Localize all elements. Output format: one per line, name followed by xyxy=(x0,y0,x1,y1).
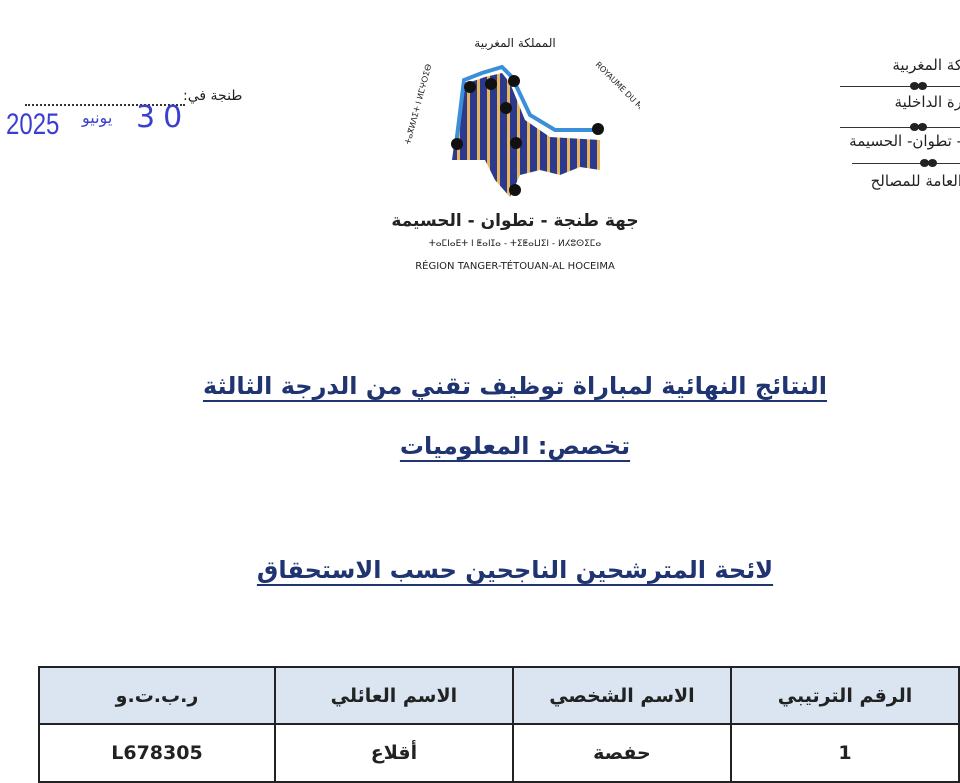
divider-ornament xyxy=(910,123,928,131)
letterhead-line: - تطوان- الحسيمة xyxy=(849,132,960,150)
cell-rank: 1 xyxy=(729,723,960,783)
divider xyxy=(852,163,960,164)
logo-tifinagh-arc: ⵜⴰⴳⵍⴷⵉⵜ ⵏ ⵍⵎⵖⵔⵉⴱ xyxy=(403,63,433,146)
header-id-number: ر.ب.ت.و xyxy=(38,666,276,725)
logo-region-fr: RÉGION TANGER-TÉTOUAN-AL HOCEIMA xyxy=(415,261,615,272)
results-table: الرقم الترتيبي الاسم الشخصي الاسم العائل… xyxy=(38,666,960,783)
letterhead-line: رة الداخلية xyxy=(894,93,960,111)
letterhead-line: كة المغربية xyxy=(892,56,960,74)
main-title: النتائج النهائية لمباراة توظيف تقني من ا… xyxy=(202,372,828,400)
table-header-row: الرقم الترتيبي الاسم الشخصي الاسم العائل… xyxy=(38,666,960,725)
divider xyxy=(840,86,960,87)
divider-ornament xyxy=(910,82,928,90)
logo-arabic-arc: المملكة المغربية xyxy=(474,36,555,51)
list-title: لائحة المترشحين الناجحين حسب الاستحقاق xyxy=(256,556,774,584)
cell-last-name: أقلاع xyxy=(273,723,514,783)
header-rank: الرقم الترتيبي xyxy=(729,666,960,725)
divider xyxy=(840,127,960,128)
divider-ornament xyxy=(920,159,938,167)
letterhead-line: العامة للمصالح xyxy=(870,172,960,190)
region-map-emblem: المملكة المغربية ROYAUME DU MAROC ⵜⴰⴳⵍⴷⵉ… xyxy=(403,36,661,197)
logo-french-arc: ROYAUME DU MAROC xyxy=(594,60,640,127)
stamp-day: 30 xyxy=(136,100,191,135)
logo-region-ar: جهة طنجة - تطوان - الحسيمة xyxy=(391,211,639,231)
cell-first-name: حفصة xyxy=(511,723,732,783)
date-dotted-line xyxy=(25,104,185,106)
stamp-year: 2025 xyxy=(6,108,60,141)
cell-id-number: L678305 xyxy=(38,723,276,783)
table-row: 1 حفصة أقلاع L678305 xyxy=(38,723,960,783)
region-logo: المملكة المغربية ROYAUME DU MAROC ⵜⴰⴳⵍⴷⵉ… xyxy=(390,25,661,285)
specialty-title: تخصص: المعلوميات xyxy=(399,432,631,460)
logo-region-tifinagh: ⵜⴰⵎⵏⴰⴹⵜ ⵏ ⵟⴰⵏⵊⴰ - ⵜⵉⵟⴰⵡⵉⵏ - ⵍⵃⵓⵙⵉⵎⴰ xyxy=(428,239,602,249)
header-last-name: الاسم العائلي xyxy=(273,666,514,725)
place-label: طنجة في: xyxy=(183,88,243,104)
stamp-month: يونيو xyxy=(82,108,113,127)
header-first-name: الاسم الشخصي xyxy=(511,666,732,725)
